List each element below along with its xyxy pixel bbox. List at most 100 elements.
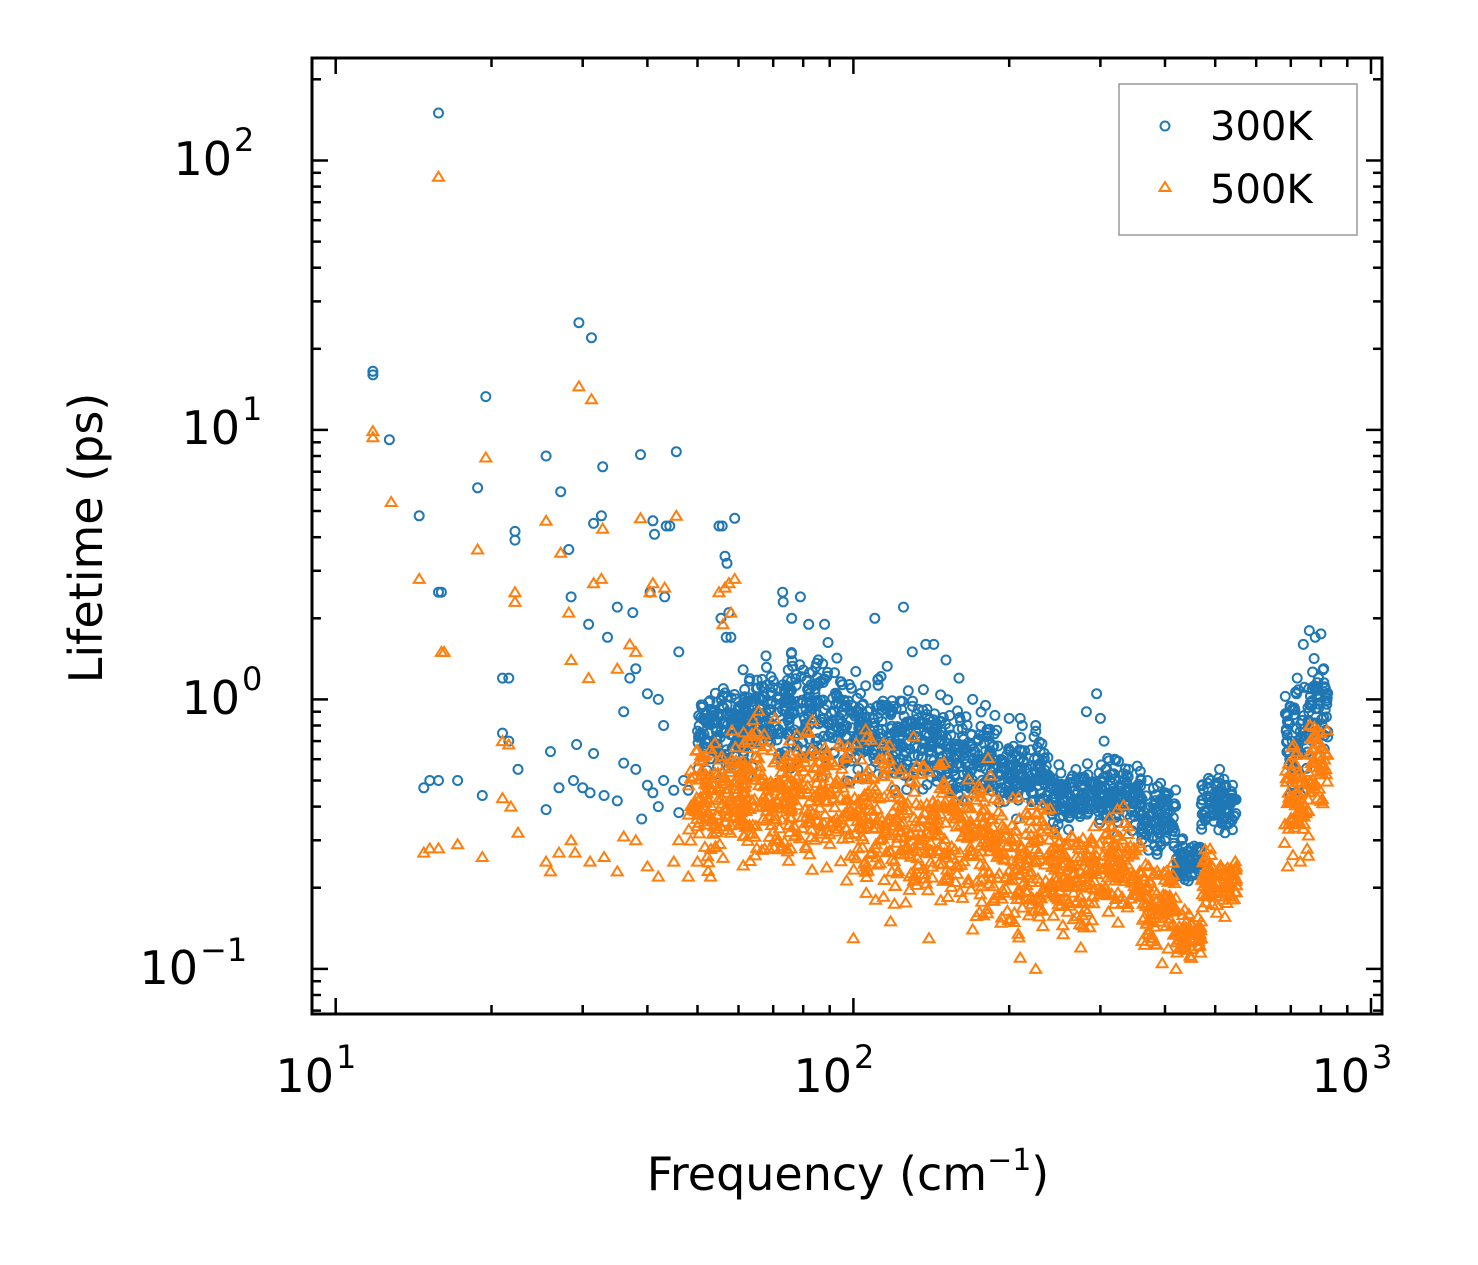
data-point-300k-523 xyxy=(876,704,887,716)
data-point-500k-1625 xyxy=(584,392,599,405)
data-point-500k-1633 xyxy=(507,594,523,607)
svg-text:3: 3 xyxy=(1372,1038,1392,1076)
data-point-300k-720 xyxy=(962,761,974,773)
data-point-300k-926 xyxy=(992,740,1004,752)
data-point-300k-545 xyxy=(872,724,884,736)
data-point-500k-973 xyxy=(1009,892,1025,905)
data-point-300k-141 xyxy=(761,661,772,673)
data-point-500k-551 xyxy=(854,829,870,842)
data-point-500k-556 xyxy=(857,856,872,869)
data-point-500k-1613 xyxy=(1315,796,1331,809)
data-point-300k-1195 xyxy=(1129,811,1141,822)
data-point-300k-1691 xyxy=(980,699,991,711)
data-point-500k-1675 xyxy=(610,864,625,877)
data-point-300k-1087 xyxy=(1074,801,1086,813)
data-point-500k-253 xyxy=(736,794,752,807)
data-point-300k-1613 xyxy=(597,461,609,473)
data-point-500k-977 xyxy=(1015,900,1030,913)
data-point-500k-1497 xyxy=(1203,884,1219,897)
data-point-300k-961 xyxy=(1012,754,1024,766)
data-point-500k-660 xyxy=(935,857,950,870)
data-point-500k-1649 xyxy=(657,580,672,593)
data-point-500k-108 xyxy=(698,817,713,830)
data-point-300k-1597 xyxy=(1306,695,1318,707)
data-point-500k-758 xyxy=(969,874,985,887)
data-point-300k-1604 xyxy=(480,391,492,403)
data-point-300k-1704 xyxy=(1159,787,1171,799)
data-point-500k-683 xyxy=(887,879,903,891)
data-point-500k-673 xyxy=(909,877,925,890)
svg-text:10: 10 xyxy=(1311,1049,1370,1103)
data-point-500k-1696 xyxy=(1216,880,1232,893)
data-point-500k-566 xyxy=(843,848,858,861)
data-point-300k-1646 xyxy=(725,631,737,643)
data-point-500k-996 xyxy=(1010,926,1026,939)
data-point-500k-143 xyxy=(714,765,730,777)
data-point-300k-764 xyxy=(965,741,977,753)
data-point-500k-127 xyxy=(705,826,720,839)
data-point-300k-1656 xyxy=(418,782,430,794)
data-point-500k-747 xyxy=(960,830,975,843)
data-point-300k-1545 xyxy=(1280,708,1292,720)
data-point-500k-1086 xyxy=(1055,858,1070,871)
data-point-500k-56 xyxy=(720,782,735,795)
data-point-300k-1532 xyxy=(1281,729,1293,741)
data-point-500k-800 xyxy=(965,847,981,860)
data-point-500k-853 xyxy=(940,890,956,902)
y-tick-label-100: 10 2 xyxy=(173,121,254,186)
x-tick-exp-10: 1 xyxy=(336,1038,356,1076)
data-point-500k-290 xyxy=(759,803,775,816)
data-point-500k-666 xyxy=(935,873,951,886)
data-point-500k-507 xyxy=(875,831,890,844)
data-point-500k-402 xyxy=(804,862,820,875)
data-point-500k-1629 xyxy=(478,450,494,463)
data-point-300k-1651 xyxy=(545,746,556,758)
data-point-500k-1685 xyxy=(846,931,861,944)
data-point-500k-382 xyxy=(822,773,838,786)
data-point-300k-264 xyxy=(754,692,766,703)
data-point-500k-705 xyxy=(922,842,938,855)
data-point-500k-620 xyxy=(889,866,905,879)
data-point-500k-1635 xyxy=(553,545,568,558)
data-point-500k-421 xyxy=(817,740,833,753)
data-point-500k-947 xyxy=(1013,838,1029,851)
data-point-500k-1502 xyxy=(1210,869,1226,882)
data-point-500k-693 xyxy=(913,798,929,811)
data-point-300k-1680 xyxy=(786,612,798,624)
data-point-500k-674 xyxy=(888,810,904,823)
data-point-500k-308 xyxy=(782,733,797,746)
svg-text:10: 10 xyxy=(139,941,198,995)
data-point-500k-183 xyxy=(744,726,760,739)
data-point-500k-985 xyxy=(1026,904,1042,917)
data-point-300k-121 xyxy=(717,683,729,695)
data-point-500k-423 xyxy=(817,763,833,776)
data-point-300k-1209 xyxy=(1105,768,1117,780)
data-point-500k-1440 xyxy=(1209,905,1225,918)
data-point-500k-1670 xyxy=(538,854,554,867)
x-tick-label-100: 10 2 xyxy=(793,1038,874,1103)
data-point-500k-728 xyxy=(937,794,953,807)
data-point-300k-1293 xyxy=(1148,782,1159,794)
data-point-500k-1113 xyxy=(1049,890,1064,903)
data-point-500k-1659 xyxy=(715,617,731,630)
data-point-500k-414 xyxy=(827,758,843,771)
data-point-300k-407 xyxy=(826,732,838,744)
data-point-300k-1598 xyxy=(433,107,444,119)
data-point-500k-910 xyxy=(991,792,1006,805)
data-point-300k-1181 xyxy=(1134,765,1146,777)
data-point-300k-1037 xyxy=(1055,767,1067,779)
data-point-500k-1492 xyxy=(1224,872,1240,884)
data-point-300k-1694 xyxy=(1016,720,1028,731)
data-point-500k-1261 xyxy=(1138,857,1153,870)
data-point-500k-1299 xyxy=(1159,889,1174,902)
data-point-500k-658 xyxy=(924,870,940,883)
data-point-300k-103 xyxy=(696,730,708,742)
data-point-500k-1221 xyxy=(1103,819,1119,832)
data-point-300k-681 xyxy=(926,746,938,758)
data-point-500k-889 xyxy=(1006,915,1022,927)
svg-text:10: 10 xyxy=(173,132,232,186)
data-point-500k-1331 xyxy=(1147,883,1162,896)
data-point-500k-1586 xyxy=(1319,774,1335,787)
data-point-300k-1106 xyxy=(1067,777,1078,789)
